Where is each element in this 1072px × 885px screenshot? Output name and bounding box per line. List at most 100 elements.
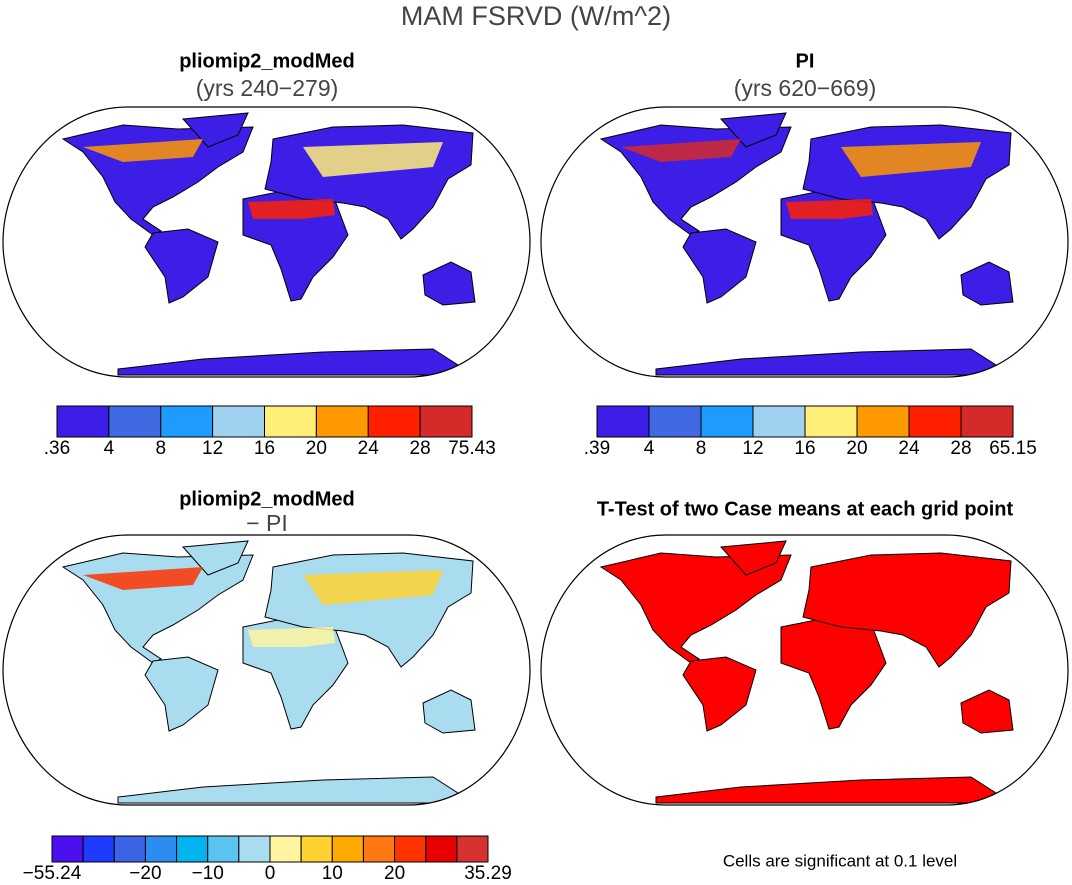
colorbar-box	[394, 835, 427, 863]
map-outline	[540, 534, 1069, 806]
colorbar-label: 10	[322, 863, 343, 884]
footnote: Cells are significant at 0.1 level	[723, 851, 957, 870]
land	[422, 689, 476, 734]
colorbar-box	[51, 835, 84, 863]
land	[61, 552, 254, 664]
land	[719, 540, 787, 576]
colorbar-label: 24	[358, 438, 380, 459]
land	[61, 124, 254, 236]
colorbar-box	[960, 405, 1014, 438]
land	[682, 656, 757, 732]
field-patch	[303, 570, 443, 605]
land	[144, 228, 219, 304]
colorbar-label: 65.15	[989, 438, 1037, 459]
colorbar-box	[207, 835, 240, 863]
colorbar-label: 20	[846, 438, 867, 459]
land	[599, 552, 792, 664]
map-content	[61, 540, 476, 804]
colorbar-box	[269, 835, 302, 863]
colorbar-label: 4	[644, 438, 655, 459]
colorbar-box	[212, 405, 265, 438]
field-patch	[303, 142, 443, 177]
colorbar-box	[315, 405, 369, 438]
map	[540, 106, 1069, 378]
panel-subtitle: − PI	[246, 510, 288, 536]
land	[960, 689, 1014, 734]
colorbar-label: 12	[202, 438, 223, 459]
land	[655, 348, 997, 376]
colorbar-label: 4	[104, 438, 115, 459]
land	[719, 112, 787, 148]
colorbar-box	[176, 835, 209, 863]
panel-title: PI	[796, 50, 815, 72]
figure-title: MAM FSRVD (W/m^2)	[401, 1, 671, 31]
panel-title: T-Test of two Case means at each grid po…	[597, 498, 1014, 520]
colorbar-label: −10	[192, 863, 224, 884]
colorbar-box	[425, 835, 458, 863]
map-content	[61, 112, 476, 376]
colorbar-label: 16	[254, 438, 275, 459]
colorbar-label: 8	[696, 438, 707, 459]
land	[117, 348, 459, 376]
land	[682, 228, 757, 304]
colorbar-box	[856, 405, 910, 438]
colorbar-box	[456, 835, 489, 863]
map	[2, 106, 531, 378]
colorbar-box	[56, 405, 110, 438]
map-outline	[2, 534, 531, 806]
colorbar-label: 75.43	[448, 438, 496, 459]
land	[117, 776, 459, 804]
colorbar-box	[82, 835, 115, 863]
colorbar-box	[300, 835, 333, 863]
colorbar-box	[160, 405, 214, 438]
map-outline	[540, 106, 1069, 378]
colorbar-box	[367, 405, 421, 438]
colorbar-box	[264, 405, 317, 438]
colorbar-box	[113, 835, 146, 863]
colorbar-label: 16	[794, 438, 815, 459]
map-content	[599, 112, 1014, 376]
field-patch	[841, 142, 981, 177]
colorbar-box	[752, 405, 806, 438]
colorbar-label: .36	[44, 438, 70, 459]
colorbar-label: 0	[265, 863, 276, 884]
colorbar-box	[908, 405, 962, 438]
field-patch	[786, 199, 873, 219]
panel-title: pliomip2_modMed	[179, 488, 355, 510]
map	[2, 534, 531, 806]
colorbar-label: −20	[129, 863, 161, 884]
panel-subtitle: (yrs 240−279)	[196, 75, 339, 101]
colorbar-label: −55.24	[23, 863, 82, 884]
land	[181, 112, 249, 148]
colorbar-label: 20	[306, 438, 327, 459]
colorbar-box	[144, 835, 178, 863]
map	[540, 534, 1069, 806]
land	[422, 261, 476, 306]
land	[655, 776, 997, 804]
colorbar-label: 20	[384, 863, 405, 884]
colorbar-box	[108, 405, 162, 438]
land	[181, 540, 249, 576]
colorbar-box	[419, 405, 473, 438]
land	[802, 552, 1012, 668]
panel-title: pliomip2_modMed	[179, 50, 355, 72]
colorbar-box	[362, 835, 396, 863]
colorbar-label: 24	[898, 438, 920, 459]
land	[780, 618, 887, 730]
land	[599, 124, 792, 236]
panel-subtitle: (yrs 620−669)	[734, 75, 877, 101]
map-outline	[2, 106, 531, 378]
field-patch	[248, 199, 335, 219]
colorbar-box	[331, 835, 364, 863]
colorbar-label: 8	[155, 438, 166, 459]
field-patch	[83, 567, 203, 590]
land	[144, 656, 219, 732]
field-patch	[621, 139, 741, 162]
field-patch	[83, 139, 203, 162]
colorbar-label: .39	[584, 438, 610, 459]
colorbar-box	[238, 835, 271, 863]
map-content	[599, 540, 1014, 804]
colorbar-box	[700, 405, 754, 438]
colorbar-box	[648, 405, 702, 438]
